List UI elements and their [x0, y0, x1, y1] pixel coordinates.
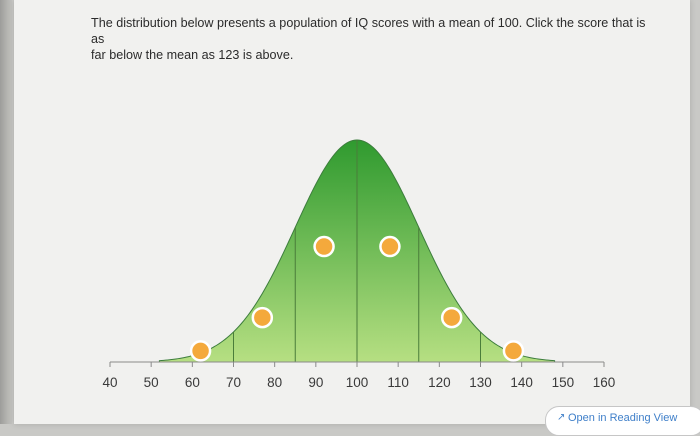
score-options	[189, 235, 525, 362]
x-tick-label: 140	[510, 375, 533, 390]
x-tick-label: 60	[185, 375, 200, 390]
x-tick-label: 130	[469, 375, 492, 390]
score-option-62[interactable]	[189, 340, 212, 362]
x-tick-label: 50	[144, 375, 159, 390]
reading-view-label: Open in Reading View	[568, 412, 678, 424]
score-option-92[interactable]	[313, 235, 335, 258]
score-option-108[interactable]	[379, 235, 401, 258]
external-link-icon: ↗	[557, 412, 566, 423]
prompt-line-1: The distribution below presents a popula…	[91, 16, 646, 46]
iq-distribution-chart: 40 50 60 70 80 90 100 110 120 130 140 150 160	[102, 139, 615, 390]
sd-band-lines	[233, 140, 481, 362]
question-prompt: The distribution below presents a popula…	[91, 15, 651, 63]
score-option-138[interactable]	[502, 340, 525, 362]
open-reading-view-button[interactable]: ↗ Open in Reading View	[545, 406, 700, 436]
score-option-123[interactable]	[440, 306, 463, 329]
score-option-77[interactable]	[251, 306, 274, 329]
x-tick-label: 160	[593, 375, 616, 390]
x-tick-label: 80	[267, 375, 282, 390]
x-tick-label: 70	[226, 375, 241, 390]
x-tick-label: 90	[308, 375, 323, 390]
window-edge	[0, 0, 12, 424]
prompt-line-2: far below the mean as 123 is above.	[91, 48, 294, 62]
x-tick-label: 120	[428, 375, 451, 390]
x-tick-label: 110	[387, 375, 409, 390]
x-tick-label: 100	[346, 375, 369, 390]
x-tick-label: 40	[102, 375, 117, 390]
x-tick-label: 150	[552, 375, 575, 390]
x-axis-ticks	[109, 362, 605, 367]
x-axis-tick-labels: 40 50 60 70 80 90 100 110 120 130 140 150 160	[102, 375, 615, 390]
